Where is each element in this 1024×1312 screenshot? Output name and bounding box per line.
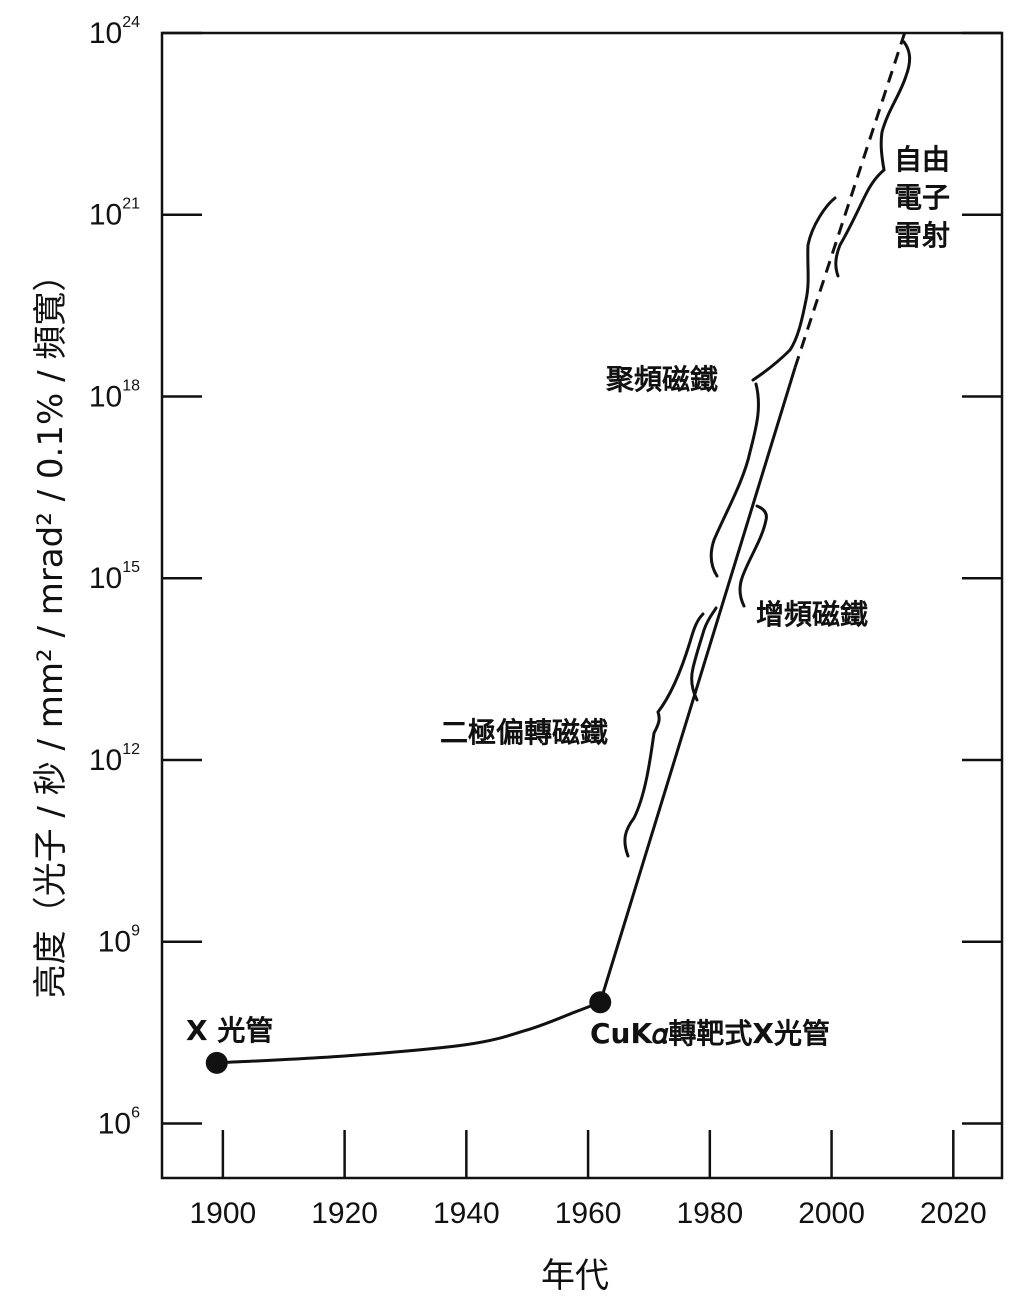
- label-wiggler: 增頻磁鐵: [756, 598, 868, 631]
- y-tick-label: 1024: [89, 14, 140, 50]
- brightness-curve-dashed: [793, 32, 907, 369]
- range-braces: [623, 40, 912, 858]
- x-tick-label: 1960: [555, 1197, 622, 1230]
- y-tick-label: 1021: [89, 196, 140, 232]
- label-rotating-anode: CuK𝛼轉靶式X光管: [590, 1017, 830, 1050]
- label-fel-line-1: 自由: [894, 143, 950, 176]
- label-fel-line-2: 電子: [894, 181, 950, 214]
- y-tick-label: 1015: [89, 559, 140, 595]
- x-tick-label: 2020: [920, 1197, 987, 1230]
- x-tick-labels: 1900 1920 1940 1960 1980 2000 2020: [189, 1197, 986, 1230]
- data-point-marker: [205, 1051, 228, 1074]
- brace-bending-magnet: [623, 612, 705, 858]
- x-tick-label: 1920: [311, 1197, 378, 1230]
- data-point-marker: [589, 991, 612, 1014]
- data-markers: [205, 991, 612, 1074]
- brace-undulator-left: [751, 196, 837, 382]
- brace-undulator-right: [738, 504, 768, 608]
- y-axis-title: 亮度（光子 / 秒 / mm² / mrad² / 0.1% / 頻寬）: [31, 258, 71, 999]
- y-tick-labels: 106 109 1012 1015 1018 1021 1024: [89, 14, 140, 1140]
- brace-fel: [834, 40, 912, 278]
- x-tick-label: 1900: [189, 1197, 256, 1230]
- y-tick-label: 1012: [89, 741, 140, 777]
- y-tick-label: 109: [98, 923, 140, 959]
- brightness-curve-solid: [216, 367, 797, 1065]
- x-tick-label: 1980: [676, 1197, 743, 1230]
- y-tick-label: 106: [98, 1104, 140, 1140]
- axis-ticks: [162, 31, 1002, 1178]
- label-fel-line-3: 雷射: [894, 219, 950, 252]
- x-tick-label: 1940: [433, 1197, 500, 1230]
- label-bending-magnet: 二極偏轉磁鐵: [440, 716, 608, 749]
- label-x-ray-tube: X 光管: [186, 1014, 273, 1047]
- x-tick-label: 2000: [798, 1197, 865, 1230]
- x-axis-title: 年代: [541, 1256, 609, 1296]
- y-tick-label: 1018: [89, 377, 140, 413]
- brace-wiggler-lower: [690, 606, 718, 702]
- label-undulator: 聚頻磁鐵: [605, 363, 718, 396]
- plot-frame: [160, 31, 1004, 1180]
- brace-wiggler-upper: [709, 382, 760, 578]
